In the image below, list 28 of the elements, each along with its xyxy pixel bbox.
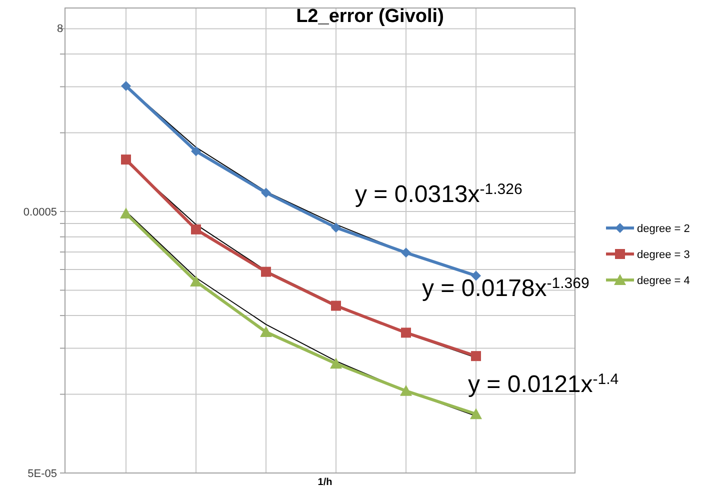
point [261,266,271,277]
y-tick-label: 0.0005 [23,206,57,218]
point [331,300,341,311]
y-tick-label: 5E-05 [28,468,57,480]
point [401,248,411,258]
point [401,328,411,338]
annotation: y = 0.0121x$^{-1.4}$ [468,370,619,398]
point [120,208,132,219]
point [190,275,202,286]
point [121,80,131,91]
point [191,224,201,234]
legend-label: degree = 3 [637,248,690,261]
point [471,351,481,362]
point [330,358,342,369]
chart-title: L2_error (Givoli) [296,6,444,27]
point [261,188,271,198]
point [470,408,482,420]
point [400,384,412,396]
annotation: y = 0.0178x$^{-1.369}$ [422,274,590,302]
point [121,154,131,165]
annotation: y = 0.0313x$^{-1.326}$ [355,180,522,208]
point [191,146,201,156]
point [260,326,272,338]
text: 8 [57,23,64,35]
point [331,222,341,233]
x-axis-title: 1/h [318,477,332,488]
legend-label: degree = 4 [637,274,690,287]
legend-label: degree = 2 [637,222,690,235]
